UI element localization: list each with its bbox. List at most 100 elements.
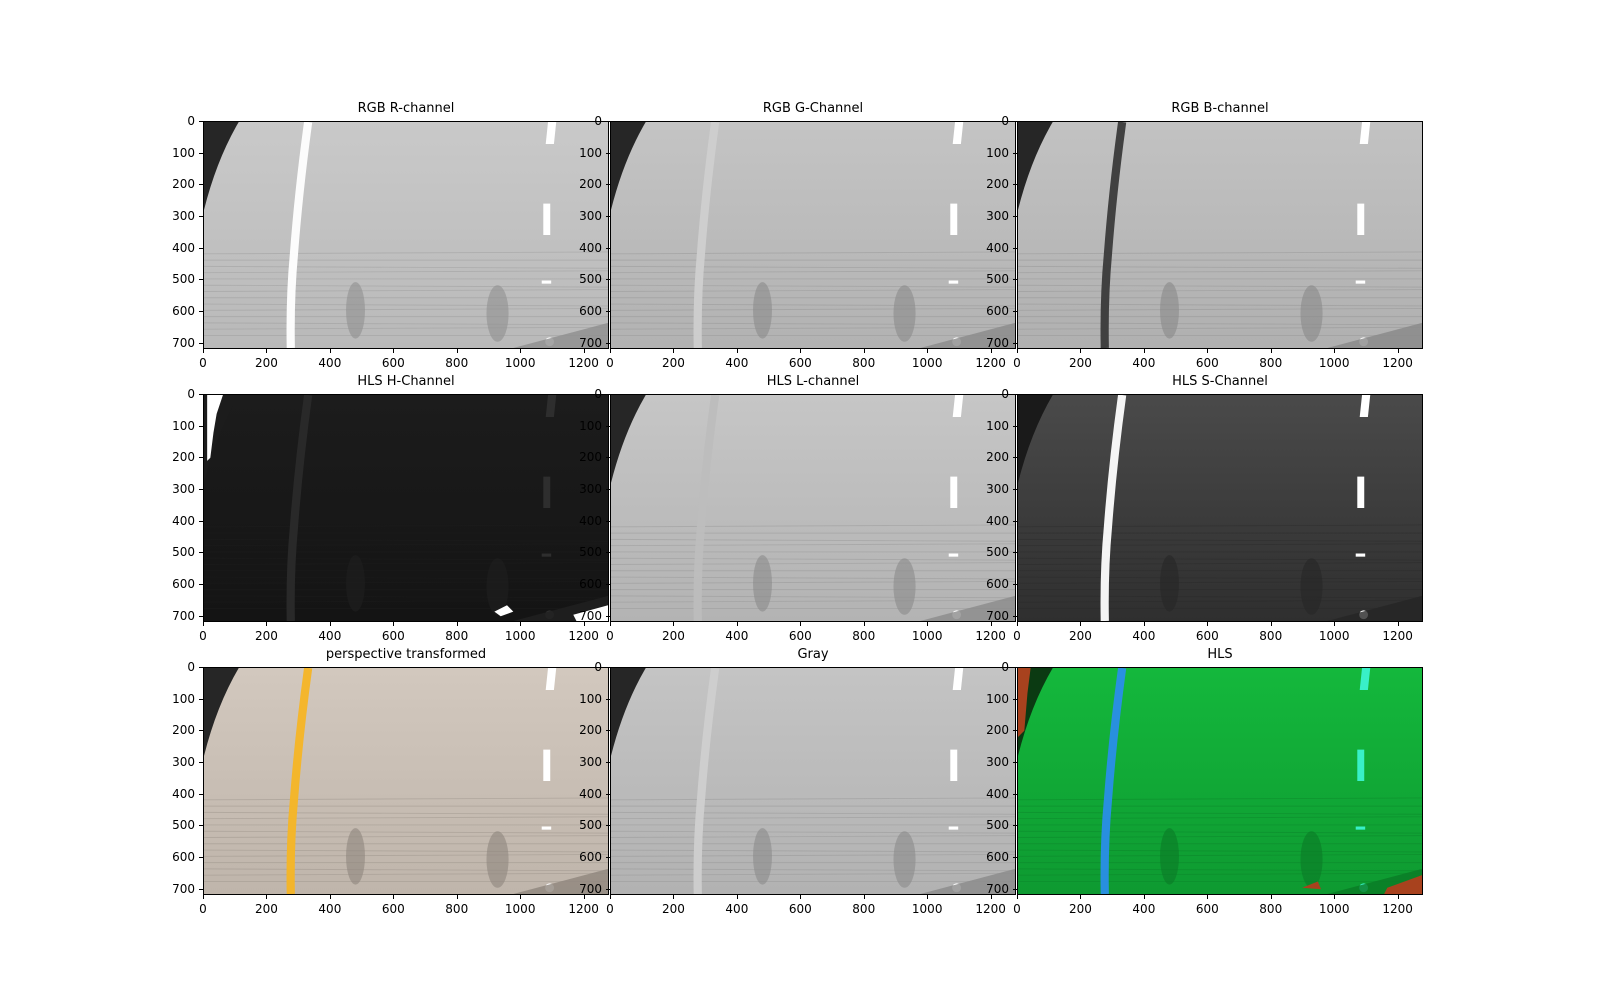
x-tick-mark bbox=[927, 622, 929, 626]
x-tick-mark bbox=[927, 349, 929, 353]
x-tick-mark bbox=[1017, 895, 1018, 899]
y-tick-label: 600 bbox=[579, 304, 602, 318]
x-tick-mark bbox=[583, 895, 585, 899]
y-tick-mark bbox=[199, 457, 203, 459]
y-tick-label: 500 bbox=[986, 545, 1009, 560]
x-tick-mark bbox=[610, 622, 611, 626]
y-tick-mark bbox=[1013, 311, 1017, 312]
x-tick-label: 1000 bbox=[911, 356, 943, 370]
x-tick-label: 1000 bbox=[1318, 356, 1350, 370]
y-tick-label: 600 bbox=[172, 577, 195, 591]
x-tick-mark bbox=[456, 895, 458, 899]
y-tick-mark bbox=[1013, 667, 1017, 668]
x-tick-mark bbox=[329, 349, 331, 353]
y-tick-label: 300 bbox=[986, 482, 1009, 496]
y-tick-mark bbox=[199, 121, 203, 122]
y-tick-label: 200 bbox=[172, 723, 195, 738]
x-tick-mark bbox=[610, 349, 611, 353]
y-tick-mark bbox=[606, 311, 610, 312]
channel-image-h bbox=[203, 394, 609, 622]
y-tick-label: 0 bbox=[1001, 114, 1009, 128]
y-tick-mark bbox=[606, 857, 610, 858]
x-tick-label: 0 bbox=[199, 629, 207, 643]
y-tick-label: 300 bbox=[172, 209, 195, 223]
y-tick-mark bbox=[199, 425, 203, 427]
y-tick-mark bbox=[199, 216, 203, 217]
y-tick-mark bbox=[199, 793, 203, 795]
x-tick-label: 600 bbox=[381, 902, 405, 916]
panel-title-l: HLS L-channel bbox=[766, 374, 860, 389]
y-tick-label: 200 bbox=[579, 723, 602, 738]
x-tick-label: 200 bbox=[1068, 902, 1092, 916]
panel-title-p: perspective transformed bbox=[325, 647, 487, 662]
y-tick-label: 0 bbox=[187, 387, 195, 401]
y-tick-mark bbox=[606, 762, 610, 763]
y-tick-label: 500 bbox=[986, 818, 1009, 833]
x-tick-label: 800 bbox=[852, 629, 876, 643]
y-tick-mark bbox=[199, 184, 203, 186]
y-tick-label: 600 bbox=[986, 577, 1009, 591]
y-tick-mark bbox=[199, 857, 203, 858]
x-tick-mark bbox=[673, 349, 675, 353]
y-tick-mark bbox=[1013, 425, 1017, 427]
y-tick-mark bbox=[1013, 888, 1017, 890]
y-tick-mark bbox=[199, 152, 203, 154]
y-tick-label: 300 bbox=[172, 482, 195, 496]
y-tick-mark bbox=[199, 584, 203, 585]
y-tick-mark bbox=[606, 825, 610, 827]
x-tick-mark bbox=[266, 895, 268, 899]
x-tick-label: 400 bbox=[1132, 356, 1156, 370]
y-tick-label: 400 bbox=[986, 240, 1009, 255]
panel-title-h: HLS H-Channel bbox=[357, 374, 455, 389]
y-tick-mark bbox=[606, 698, 610, 700]
x-tick-label: 0 bbox=[1013, 629, 1021, 643]
x-tick-label: 1000 bbox=[911, 902, 943, 916]
x-tick-mark bbox=[1143, 622, 1145, 626]
y-tick-mark bbox=[1013, 552, 1017, 554]
x-tick-label: 400 bbox=[725, 629, 749, 643]
x-tick-label: 1200 bbox=[568, 629, 599, 643]
y-tick-mark bbox=[1013, 793, 1017, 795]
x-tick-mark bbox=[1017, 622, 1018, 626]
y-tick-label: 200 bbox=[579, 177, 602, 192]
channel-image-g bbox=[610, 121, 1016, 349]
y-tick-mark bbox=[606, 552, 610, 554]
x-tick-label: 200 bbox=[1068, 356, 1092, 370]
y-tick-label: 200 bbox=[172, 450, 195, 465]
y-tick-mark bbox=[606, 793, 610, 795]
y-tick-mark bbox=[1013, 762, 1017, 763]
y-tick-label: 0 bbox=[187, 660, 195, 674]
x-tick-mark bbox=[1080, 349, 1082, 353]
x-tick-mark bbox=[1270, 349, 1272, 353]
y-tick-label: 100 bbox=[172, 145, 195, 160]
x-tick-mark bbox=[736, 895, 738, 899]
x-tick-mark bbox=[266, 622, 268, 626]
y-tick-mark bbox=[199, 762, 203, 763]
x-tick-label: 200 bbox=[661, 356, 685, 370]
y-tick-mark bbox=[199, 698, 203, 700]
x-tick-mark bbox=[1207, 895, 1209, 899]
y-tick-mark bbox=[1013, 698, 1017, 700]
x-tick-label: 0 bbox=[199, 902, 207, 916]
x-tick-mark bbox=[800, 622, 802, 626]
x-tick-label: 800 bbox=[445, 629, 469, 643]
x-tick-mark bbox=[520, 622, 522, 626]
y-tick-label: 600 bbox=[986, 850, 1009, 864]
y-tick-label: 600 bbox=[579, 577, 602, 591]
y-tick-label: 500 bbox=[579, 545, 602, 560]
x-tick-mark bbox=[1334, 895, 1336, 899]
y-tick-mark bbox=[1013, 216, 1017, 217]
y-tick-mark bbox=[606, 279, 610, 281]
y-tick-mark bbox=[199, 247, 203, 249]
y-tick-label: 700 bbox=[986, 881, 1009, 896]
x-tick-label: 0 bbox=[199, 356, 207, 370]
y-tick-label: 700 bbox=[986, 335, 1009, 350]
x-tick-label: 1000 bbox=[911, 629, 943, 643]
y-tick-mark bbox=[1013, 342, 1017, 344]
y-tick-mark bbox=[1013, 857, 1017, 858]
y-tick-label: 0 bbox=[594, 387, 602, 401]
panel-title-b: RGB B-channel bbox=[1171, 101, 1269, 116]
panel-title-gray: Gray bbox=[797, 647, 829, 662]
x-tick-mark bbox=[990, 622, 992, 626]
y-tick-label: 100 bbox=[172, 691, 195, 706]
